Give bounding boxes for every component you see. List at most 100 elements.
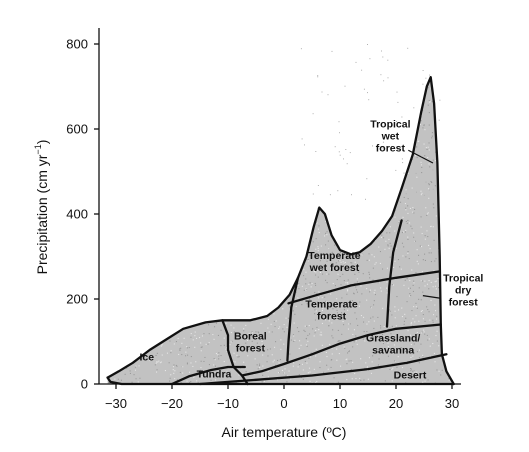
climate-dot <box>444 174 446 176</box>
climate-dot <box>311 283 313 285</box>
climate-dot <box>365 226 367 228</box>
climate-dot <box>411 158 413 160</box>
climate-dot <box>167 244 169 246</box>
climate-dot <box>347 290 349 292</box>
climate-dot <box>420 226 422 228</box>
climate-dot <box>266 276 268 278</box>
climate-dot <box>428 142 430 144</box>
climate-dot <box>252 258 254 260</box>
climate-dot <box>139 219 141 221</box>
climate-dot <box>330 366 332 368</box>
climate-dot <box>450 215 452 217</box>
climate-dot <box>212 106 214 108</box>
climate-dot <box>460 213 461 214</box>
climate-dot <box>460 162 461 163</box>
climate-dot <box>422 354 424 356</box>
climate-dot <box>141 274 143 276</box>
climate-dot <box>120 294 122 296</box>
climate-dot <box>170 283 172 285</box>
climate-dot <box>427 309 429 311</box>
climate-dot <box>319 295 321 297</box>
climate-dot <box>362 202 364 204</box>
climate-dot <box>113 110 115 112</box>
climate-dot <box>165 307 167 309</box>
climate-dot <box>257 331 259 333</box>
climate-dot <box>250 94 252 96</box>
climate-dot <box>204 251 206 253</box>
climate-dot <box>157 361 159 363</box>
climate-dot <box>243 132 245 134</box>
climate-dot <box>433 314 435 316</box>
climate-dot <box>455 211 456 212</box>
climate-dot <box>286 91 288 93</box>
climate-dot <box>372 316 374 318</box>
stray-dot <box>439 99 441 101</box>
climate-dot <box>167 110 169 112</box>
climate-dot <box>122 202 124 204</box>
climate-dot <box>394 162 396 164</box>
climate-dot <box>159 86 161 88</box>
climate-dot <box>320 130 322 132</box>
climate-dot <box>150 357 152 359</box>
climate-dot <box>179 138 181 140</box>
climate-dot <box>359 149 361 151</box>
climate-dot <box>335 262 337 264</box>
climate-dot <box>233 327 235 329</box>
climate-dot <box>137 223 139 225</box>
stray-dot <box>339 154 341 156</box>
climate-dot <box>198 151 200 153</box>
climate-dot <box>357 185 359 187</box>
climate-dot <box>110 245 112 247</box>
climate-dot <box>176 297 178 299</box>
climate-dot <box>155 93 157 95</box>
climate-dot <box>305 344 307 346</box>
climate-dot <box>338 302 340 304</box>
climate-dot <box>226 147 228 149</box>
climate-dot <box>185 254 187 256</box>
climate-dot <box>284 368 286 370</box>
climate-dot <box>333 221 335 223</box>
climate-dot <box>222 117 224 119</box>
climate-dot <box>260 300 262 302</box>
climate-dot <box>133 77 135 78</box>
climate-dot <box>426 230 428 232</box>
climate-dot <box>119 99 121 101</box>
climate-dot <box>432 70 433 71</box>
climate-dot <box>460 150 461 151</box>
climate-dot <box>119 264 121 266</box>
climate-dot <box>391 108 393 110</box>
climate-dot <box>428 149 430 151</box>
climate-dot <box>150 102 152 104</box>
climate-dot <box>314 309 316 311</box>
biome-climate-fill <box>107 77 454 384</box>
climate-dot <box>422 356 424 358</box>
climate-dot <box>263 206 265 208</box>
climate-dot <box>261 345 263 347</box>
climate-dot <box>325 279 327 281</box>
climate-dot <box>377 364 379 366</box>
climate-dot <box>301 363 303 365</box>
climate-dot <box>377 316 379 318</box>
climate-dot <box>432 226 434 228</box>
stray-dot <box>382 147 384 149</box>
climate-dot <box>394 100 396 102</box>
climate-dot <box>458 137 459 138</box>
climate-dot <box>447 139 449 141</box>
climate-dot <box>197 183 199 185</box>
climate-dot <box>430 299 432 301</box>
stray-dot <box>331 50 333 52</box>
climate-dot <box>416 146 418 148</box>
climate-dot <box>236 175 238 177</box>
climate-dot <box>281 81 283 83</box>
climate-dot <box>208 218 210 220</box>
climate-dot <box>393 160 395 162</box>
climate-dot <box>456 101 457 102</box>
climate-dot <box>283 224 285 226</box>
climate-dot <box>214 167 216 169</box>
climate-dot <box>336 348 338 350</box>
climate-dot <box>109 107 111 109</box>
climate-dot <box>206 182 208 184</box>
climate-dot <box>361 241 363 243</box>
climate-dot <box>445 142 447 144</box>
